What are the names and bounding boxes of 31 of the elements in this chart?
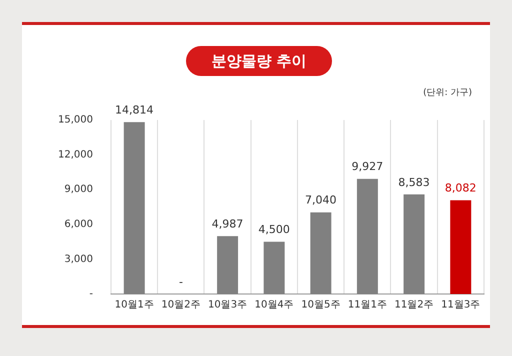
bar [264, 242, 285, 294]
data-label: 8,082 [444, 182, 476, 195]
x-tick-label: 10월5주 [301, 300, 340, 311]
x-tick-label: 10월3주 [208, 300, 248, 311]
x-tick-label: 11월2주 [394, 300, 434, 311]
y-tick-label: 9,000 [64, 184, 93, 196]
data-label: 4,987 [212, 218, 244, 231]
data-label: - [178, 275, 183, 288]
x-tick-label: 11월3주 [441, 300, 480, 311]
text: (단위: 가구) [423, 87, 472, 99]
x-tick-label: 10월4주 [254, 300, 294, 311]
x-tick-label: 10월1주 [114, 300, 154, 311]
y-tick-label: - [89, 288, 94, 300]
y-tick-label: 12,000 [58, 149, 93, 160]
bar [310, 212, 332, 294]
y-tick-label: 6,000 [64, 218, 93, 230]
data-label: 9,927 [352, 160, 384, 174]
x-tick-label: 10월2주 [161, 300, 200, 311]
data-label: 8,583 [398, 176, 430, 189]
bar [217, 236, 238, 294]
data-label: 14,814 [115, 104, 154, 117]
data-label: 7,040 [305, 194, 337, 207]
x-tick-label: 11월1주 [348, 300, 387, 311]
bar [124, 122, 145, 294]
bar [450, 200, 472, 294]
chart-title: 분양물량 추이 [186, 46, 332, 76]
bar [356, 178, 378, 294]
bar [404, 194, 425, 294]
data-label: 4,500 [258, 223, 290, 236]
y-tick-label: 15,000 [58, 114, 93, 126]
y-tick-label: 3,000 [64, 254, 93, 265]
